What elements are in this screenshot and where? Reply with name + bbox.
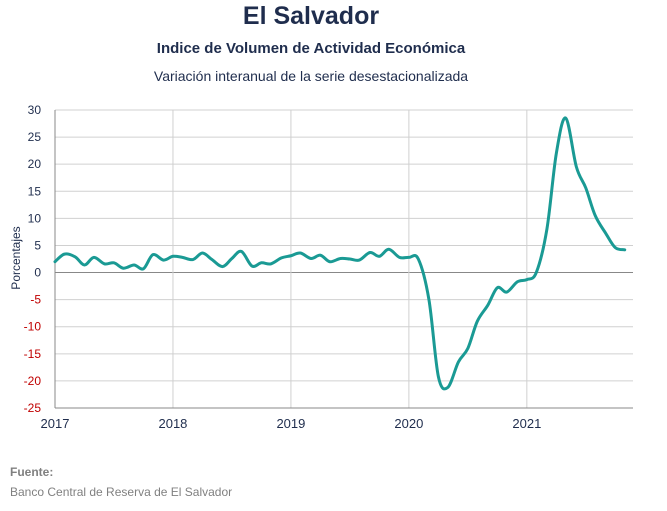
y-tick-label: 15 bbox=[28, 184, 42, 198]
y-tick-label: 10 bbox=[28, 211, 42, 225]
x-tick-label: 2019 bbox=[276, 416, 305, 431]
x-tick-label: 2020 bbox=[394, 416, 423, 431]
y-tick-label: 25 bbox=[28, 130, 42, 144]
source-label: Fuente: bbox=[10, 465, 54, 479]
y-tick-label: 20 bbox=[28, 157, 42, 171]
chart-subtitle-secondary: Variación interanual de la serie desesta… bbox=[153, 68, 469, 84]
y-tick-label: -15 bbox=[24, 347, 42, 361]
x-tick-label: 2017 bbox=[41, 416, 70, 431]
x-tick-label: 2021 bbox=[512, 416, 541, 431]
source-text: Banco Central de Reserva de El Salvador bbox=[10, 485, 233, 499]
series-layer bbox=[53, 116, 627, 391]
y-tick-label: -20 bbox=[24, 374, 42, 388]
series-line bbox=[53, 116, 627, 391]
chart-subtitle: Indice de Volumen de Actividad Económica bbox=[156, 40, 466, 57]
y-tick-label: 0 bbox=[34, 266, 41, 280]
y-tick-label: -10 bbox=[24, 320, 42, 334]
y-tick-label: -25 bbox=[24, 401, 42, 415]
y-tick-label: 5 bbox=[34, 238, 41, 252]
y-tick-label: -5 bbox=[30, 293, 41, 307]
chart-title: El Salvador bbox=[242, 2, 380, 30]
y-tick-label: 30 bbox=[28, 103, 42, 117]
y-axis-label: Porcentajes bbox=[9, 226, 23, 289]
x-tick-label: 2018 bbox=[158, 416, 187, 431]
